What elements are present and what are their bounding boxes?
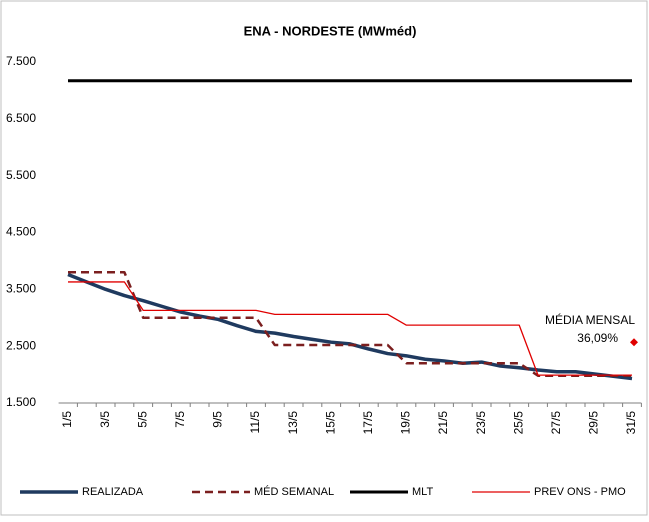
legend-label: REALIZADA <box>82 486 144 498</box>
y-tick-label: 4.500 <box>6 225 36 239</box>
x-tick-label: 17/5 <box>361 411 375 435</box>
y-tick-label: 6.500 <box>6 111 36 125</box>
x-tick-label: 27/5 <box>549 411 563 435</box>
legend-label: PREV ONS - PMO <box>534 486 626 498</box>
x-tick-label: 21/5 <box>436 411 450 435</box>
y-tick-label: 7.500 <box>6 54 36 68</box>
x-tick-label: 13/5 <box>286 411 300 435</box>
x-tick-label: 9/5 <box>211 411 225 428</box>
annotation-text: 36,09% <box>577 331 618 345</box>
x-tick-label: 5/5 <box>135 411 149 428</box>
x-tick-label: 19/5 <box>399 411 413 435</box>
y-tick-label: 1.500 <box>6 395 36 409</box>
y-tick-label: 5.500 <box>6 168 36 182</box>
x-tick-label: 1/5 <box>60 411 74 428</box>
y-tick-label: 2.500 <box>6 338 36 352</box>
x-tick-label: 11/5 <box>248 411 262 434</box>
x-tick-label: 7/5 <box>173 411 187 428</box>
x-tick-label: 3/5 <box>98 411 112 428</box>
x-tick-label: 25/5 <box>511 411 525 435</box>
series-line <box>68 281 632 376</box>
annotation-text: MÉDIA MENSAL <box>545 312 635 327</box>
legend-label: MÉD SEMANAL <box>254 485 334 498</box>
annotation-marker <box>630 338 638 347</box>
y-tick-label: 3.500 <box>6 282 36 296</box>
x-tick-label: 15/5 <box>323 411 337 435</box>
legend-label: MLT <box>412 486 433 498</box>
x-tick-label: 23/5 <box>474 411 488 435</box>
chart-title: ENA - NORDESTE (MWméd) <box>244 23 417 38</box>
x-tick-label: 31/5 <box>624 411 638 435</box>
x-tick-label: 29/5 <box>587 411 601 435</box>
